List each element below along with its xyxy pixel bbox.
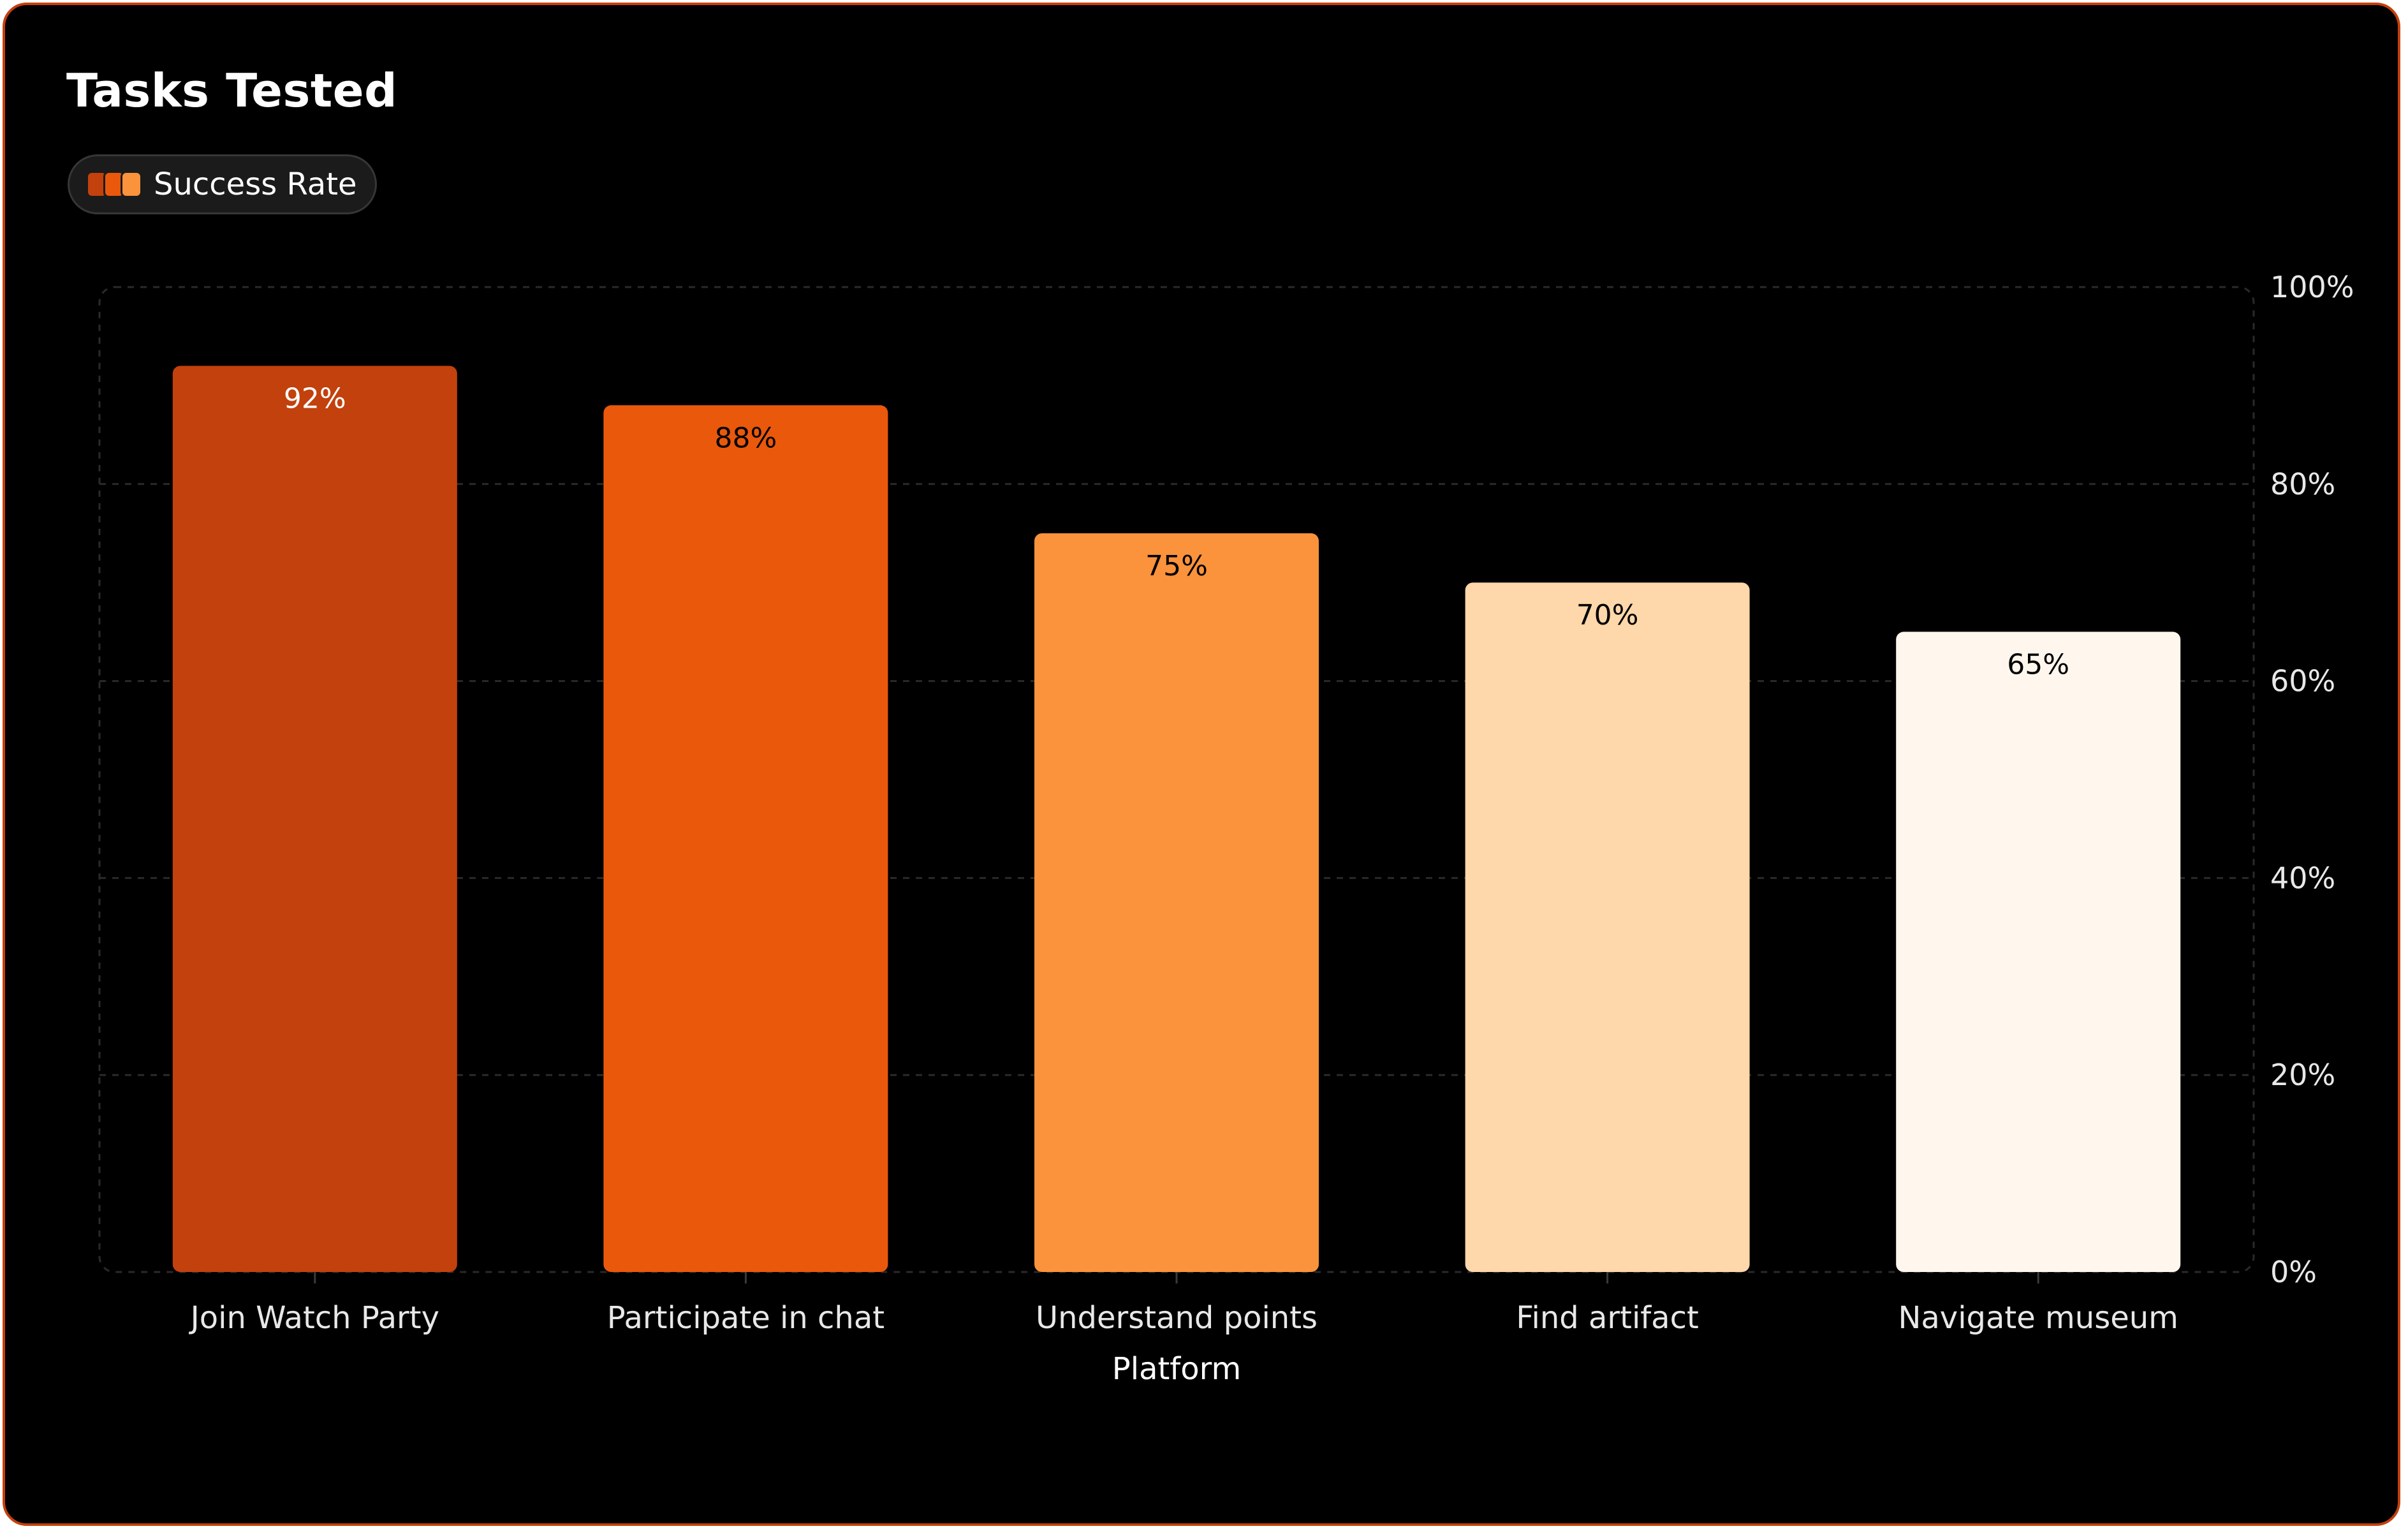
y-tick-label: 60%	[2270, 664, 2335, 699]
bar-value-label: 88%	[715, 422, 777, 454]
y-tick-label: 80%	[2270, 467, 2335, 501]
y-tick-label: 100%	[2270, 270, 2354, 304]
bar-1	[172, 366, 457, 1272]
bar-3	[1034, 533, 1319, 1272]
y-tick-label: 40%	[2270, 861, 2335, 895]
x-axis-title: Platform	[1112, 1351, 1241, 1387]
bar-5	[1896, 632, 2181, 1272]
x-tick-label: Participate in chat	[607, 1300, 885, 1336]
legend-swatch-segment	[121, 171, 142, 198]
x-tick-label: Navigate museum	[1898, 1300, 2178, 1336]
bar-2	[603, 405, 888, 1272]
x-tick-label: Join Watch Party	[189, 1300, 439, 1336]
bar-value-label: 70%	[1576, 599, 1639, 632]
bar-chart: 0% 20% 40% 60% 80% 100% 92% Join Watch Party 88%…	[98, 270, 2354, 1387]
legend-swatch	[86, 171, 142, 198]
bar-value-label: 92%	[284, 383, 346, 415]
legend-item-success-rate[interactable]: Success Rate	[68, 154, 377, 214]
legend-label: Success Rate	[154, 166, 357, 202]
chart-title: Tasks Tested	[66, 64, 398, 117]
chart-card: Tasks Tested Success Rate 0% 20% 40% 60% 80%…	[3, 3, 2400, 1526]
x-tick-label: Find artifact	[1516, 1300, 1698, 1336]
y-tick-label: 0%	[2270, 1255, 2317, 1289]
bar-value-label: 75%	[1145, 550, 1208, 582]
bar-4	[1465, 582, 1750, 1273]
bar-value-label: 65%	[2007, 648, 2069, 681]
y-tick-label: 20%	[2270, 1058, 2335, 1092]
x-tick-label: Understand points	[1036, 1300, 1318, 1336]
